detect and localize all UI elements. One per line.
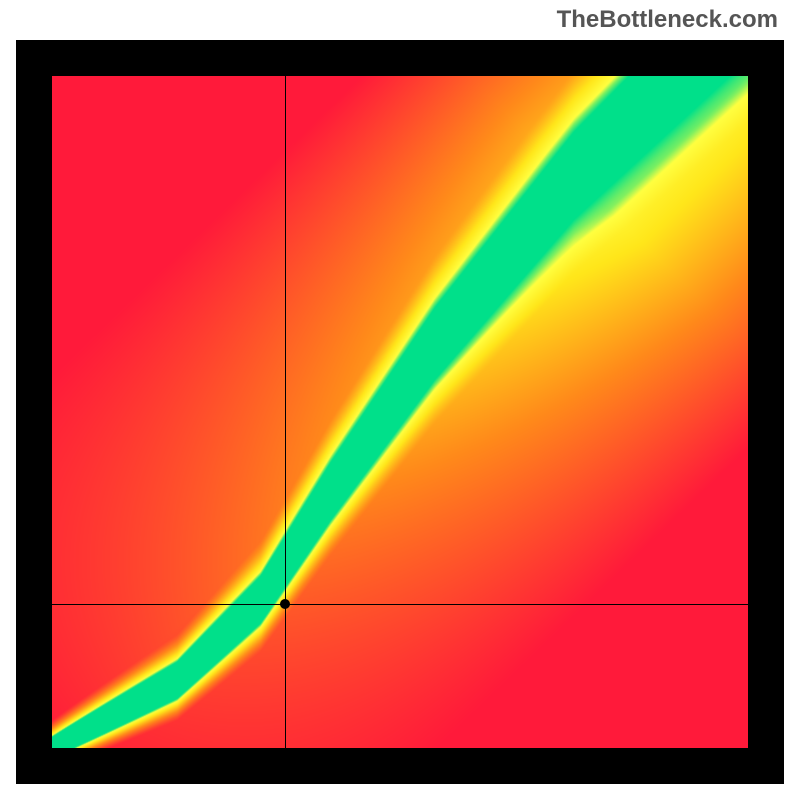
figure-container: TheBottleneck.com bbox=[0, 0, 800, 800]
heatmap-canvas bbox=[52, 76, 748, 748]
crosshair-vertical bbox=[285, 76, 286, 748]
crosshair-marker bbox=[280, 599, 290, 609]
plot-area bbox=[52, 76, 748, 748]
watermark-text: TheBottleneck.com bbox=[557, 6, 778, 34]
crosshair-horizontal bbox=[52, 604, 748, 605]
